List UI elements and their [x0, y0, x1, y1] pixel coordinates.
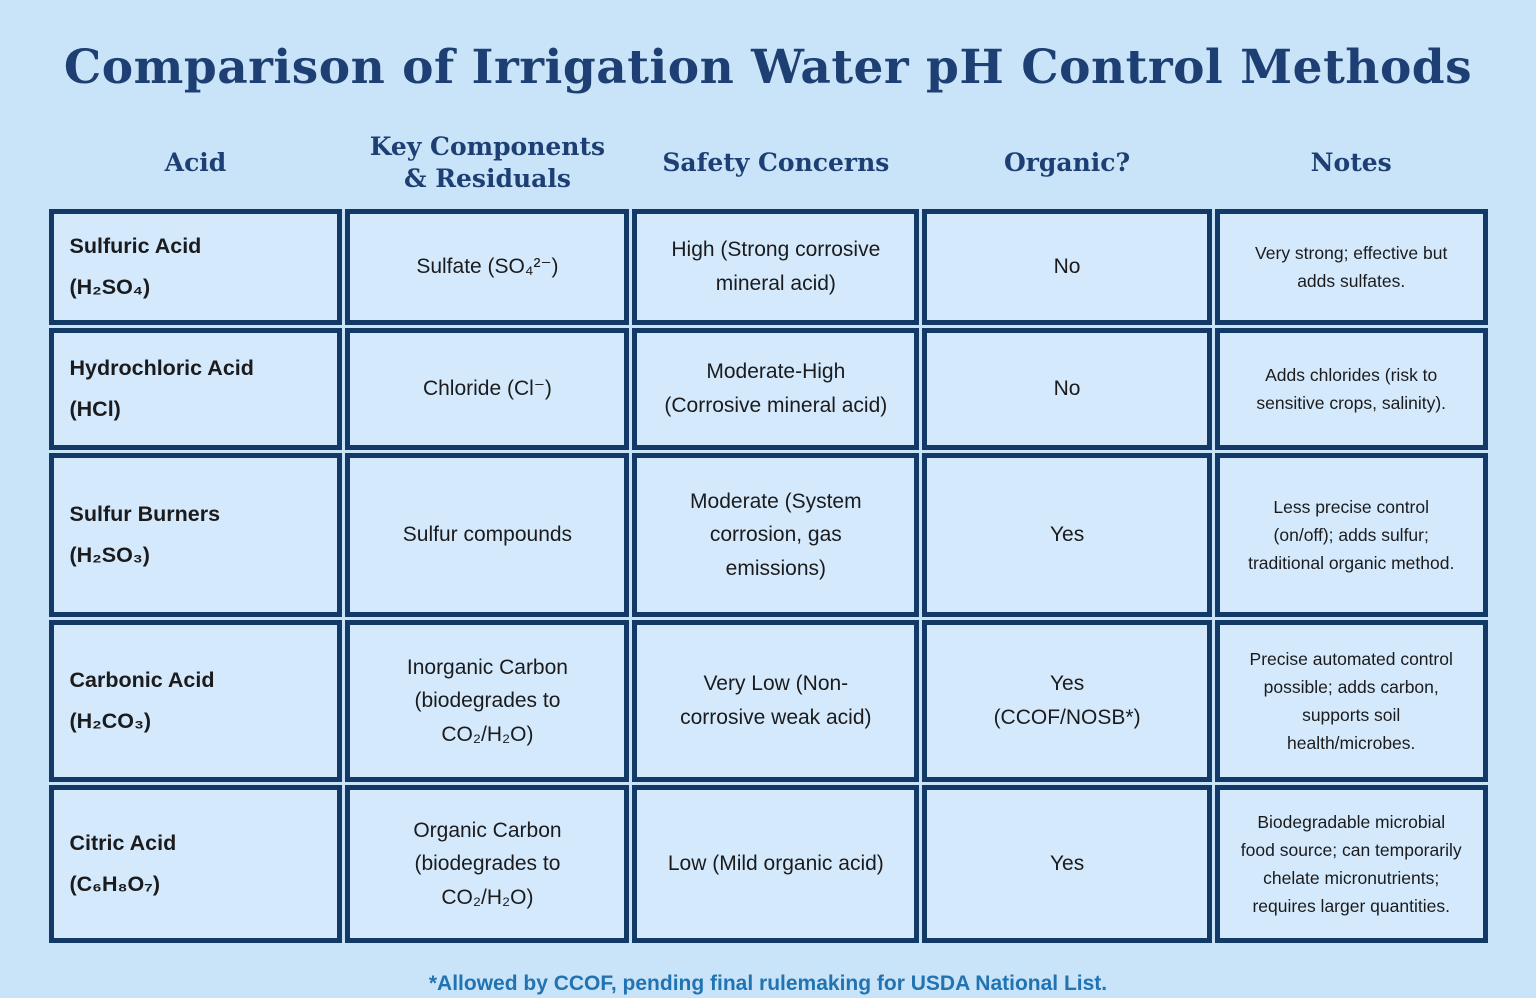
safety-cell: Moderate-High (Corrosive mineral acid) [632, 328, 920, 450]
notes-cell: Adds chlorides (risk to sensitive crops,… [1214, 328, 1488, 450]
organic-cell: Yes [922, 785, 1212, 943]
safety-cell: Low (Mild organic acid) [632, 785, 920, 943]
table-row-sulfuric-acid: Sulfuric Acid (H₂SO₄) Sulfate (SO₄²⁻) Hi… [48, 209, 1488, 325]
notes-cell: Precise automated control possible; adds… [1214, 620, 1488, 782]
acid-name-cell: Carbonic Acid (H₂CO₃) [48, 620, 343, 782]
column-header-notes: Notes [1310, 147, 1392, 177]
organic-cell: No [922, 209, 1212, 325]
page-title: Comparison of Irrigation Water pH Contro… [63, 40, 1473, 95]
table-row-sulfur-burners: Sulfur Burners (H₂SO₃) Sulfur compounds … [48, 453, 1488, 617]
table-row-citric-acid: Citric Acid (C₆H₈O₇) Organic Carbon (bio… [48, 785, 1488, 943]
notes-cell: Biodegradable microbial food source; can… [1214, 785, 1488, 943]
acid-name-cell: Sulfur Burners (H₂SO₃) [48, 453, 343, 617]
components-cell: Sulfate (SO₄²⁻) [345, 209, 630, 325]
table-row-hydrochloric-acid: Hydrochloric Acid (HCl) Chloride (Cl⁻) M… [48, 328, 1488, 450]
acid-name-cell: Hydrochloric Acid (HCl) [48, 328, 343, 450]
organic-cell: No [922, 328, 1212, 450]
components-cell: Sulfur compounds [345, 453, 630, 617]
column-header-safety: Safety Concerns [662, 147, 890, 177]
safety-cell: High (Strong corrosive mineral acid) [632, 209, 920, 325]
safety-cell: Moderate (System corrosion, gas emission… [632, 453, 920, 617]
header-row: Acid Key Components & Residuals Safety C… [49, 120, 1488, 206]
acid-name-cell: Sulfuric Acid (H₂SO₄) [48, 209, 343, 325]
notes-cell: Less precise control (on/off); adds sulf… [1214, 453, 1488, 617]
table-row-carbonic-acid: Carbonic Acid (H₂CO₃) Inorganic Carbon (… [48, 620, 1488, 782]
organic-cell: Yes (CCOF/NOSB*) [922, 620, 1212, 782]
components-cell: Organic Carbon (biodegrades to CO₂/H₂O) [345, 785, 630, 943]
organic-cell: Yes [922, 453, 1212, 617]
acid-name-cell: Citric Acid (C₆H₈O₇) [48, 785, 343, 943]
components-cell: Inorganic Carbon (biodegrades to CO₂/H₂O… [345, 620, 630, 782]
components-cell: Chloride (Cl⁻) [345, 328, 630, 450]
notes-cell: Very strong; effective but adds sulfates… [1214, 209, 1488, 325]
column-header-acid: Acid [164, 147, 227, 177]
safety-cell: Very Low (Non- corrosive weak acid) [632, 620, 920, 782]
column-header-components: Key Components & Residuals [369, 131, 606, 194]
comparison-table: Acid Key Components & Residuals Safety C… [46, 117, 1491, 946]
footnote: *Allowed by CCOF, pending final rulemaki… [428, 972, 1108, 995]
column-header-organic: Organic? [1003, 147, 1131, 177]
